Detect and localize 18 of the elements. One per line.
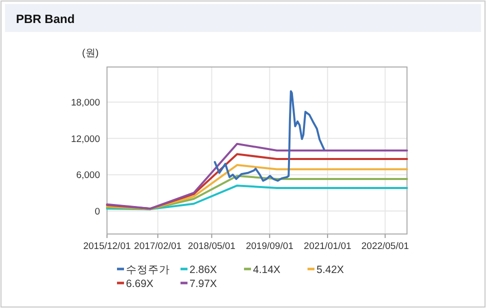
y-tick-label: 6,000: [76, 170, 100, 182]
x-tick-label: 2018/05/01: [188, 241, 236, 252]
legend-label: 2.86X: [190, 264, 217, 276]
legend-label: 6.69X: [126, 278, 154, 290]
legend-label: 5.42X: [316, 264, 344, 276]
y-tick-label: 0: [94, 206, 100, 218]
x-tick-label: 2015/12/01: [83, 241, 131, 252]
legend-label: 4.14X: [253, 264, 280, 276]
legend-label: 수정주가: [126, 264, 170, 276]
x-tick-label: 2019/09/01: [246, 241, 294, 252]
y-axis-title: (원): [82, 48, 99, 59]
chart-title: PBR Band: [16, 12, 75, 26]
y-tick-label: 12,000: [70, 134, 100, 145]
x-tick-label: 2021/01/01: [304, 241, 352, 252]
x-tick-label: 2022/05/01: [361, 241, 409, 252]
legend-label: 7.97X: [190, 278, 217, 290]
x-tick-label: 2017/02/01: [134, 241, 182, 252]
y-tick-label: 18,000: [70, 98, 100, 109]
